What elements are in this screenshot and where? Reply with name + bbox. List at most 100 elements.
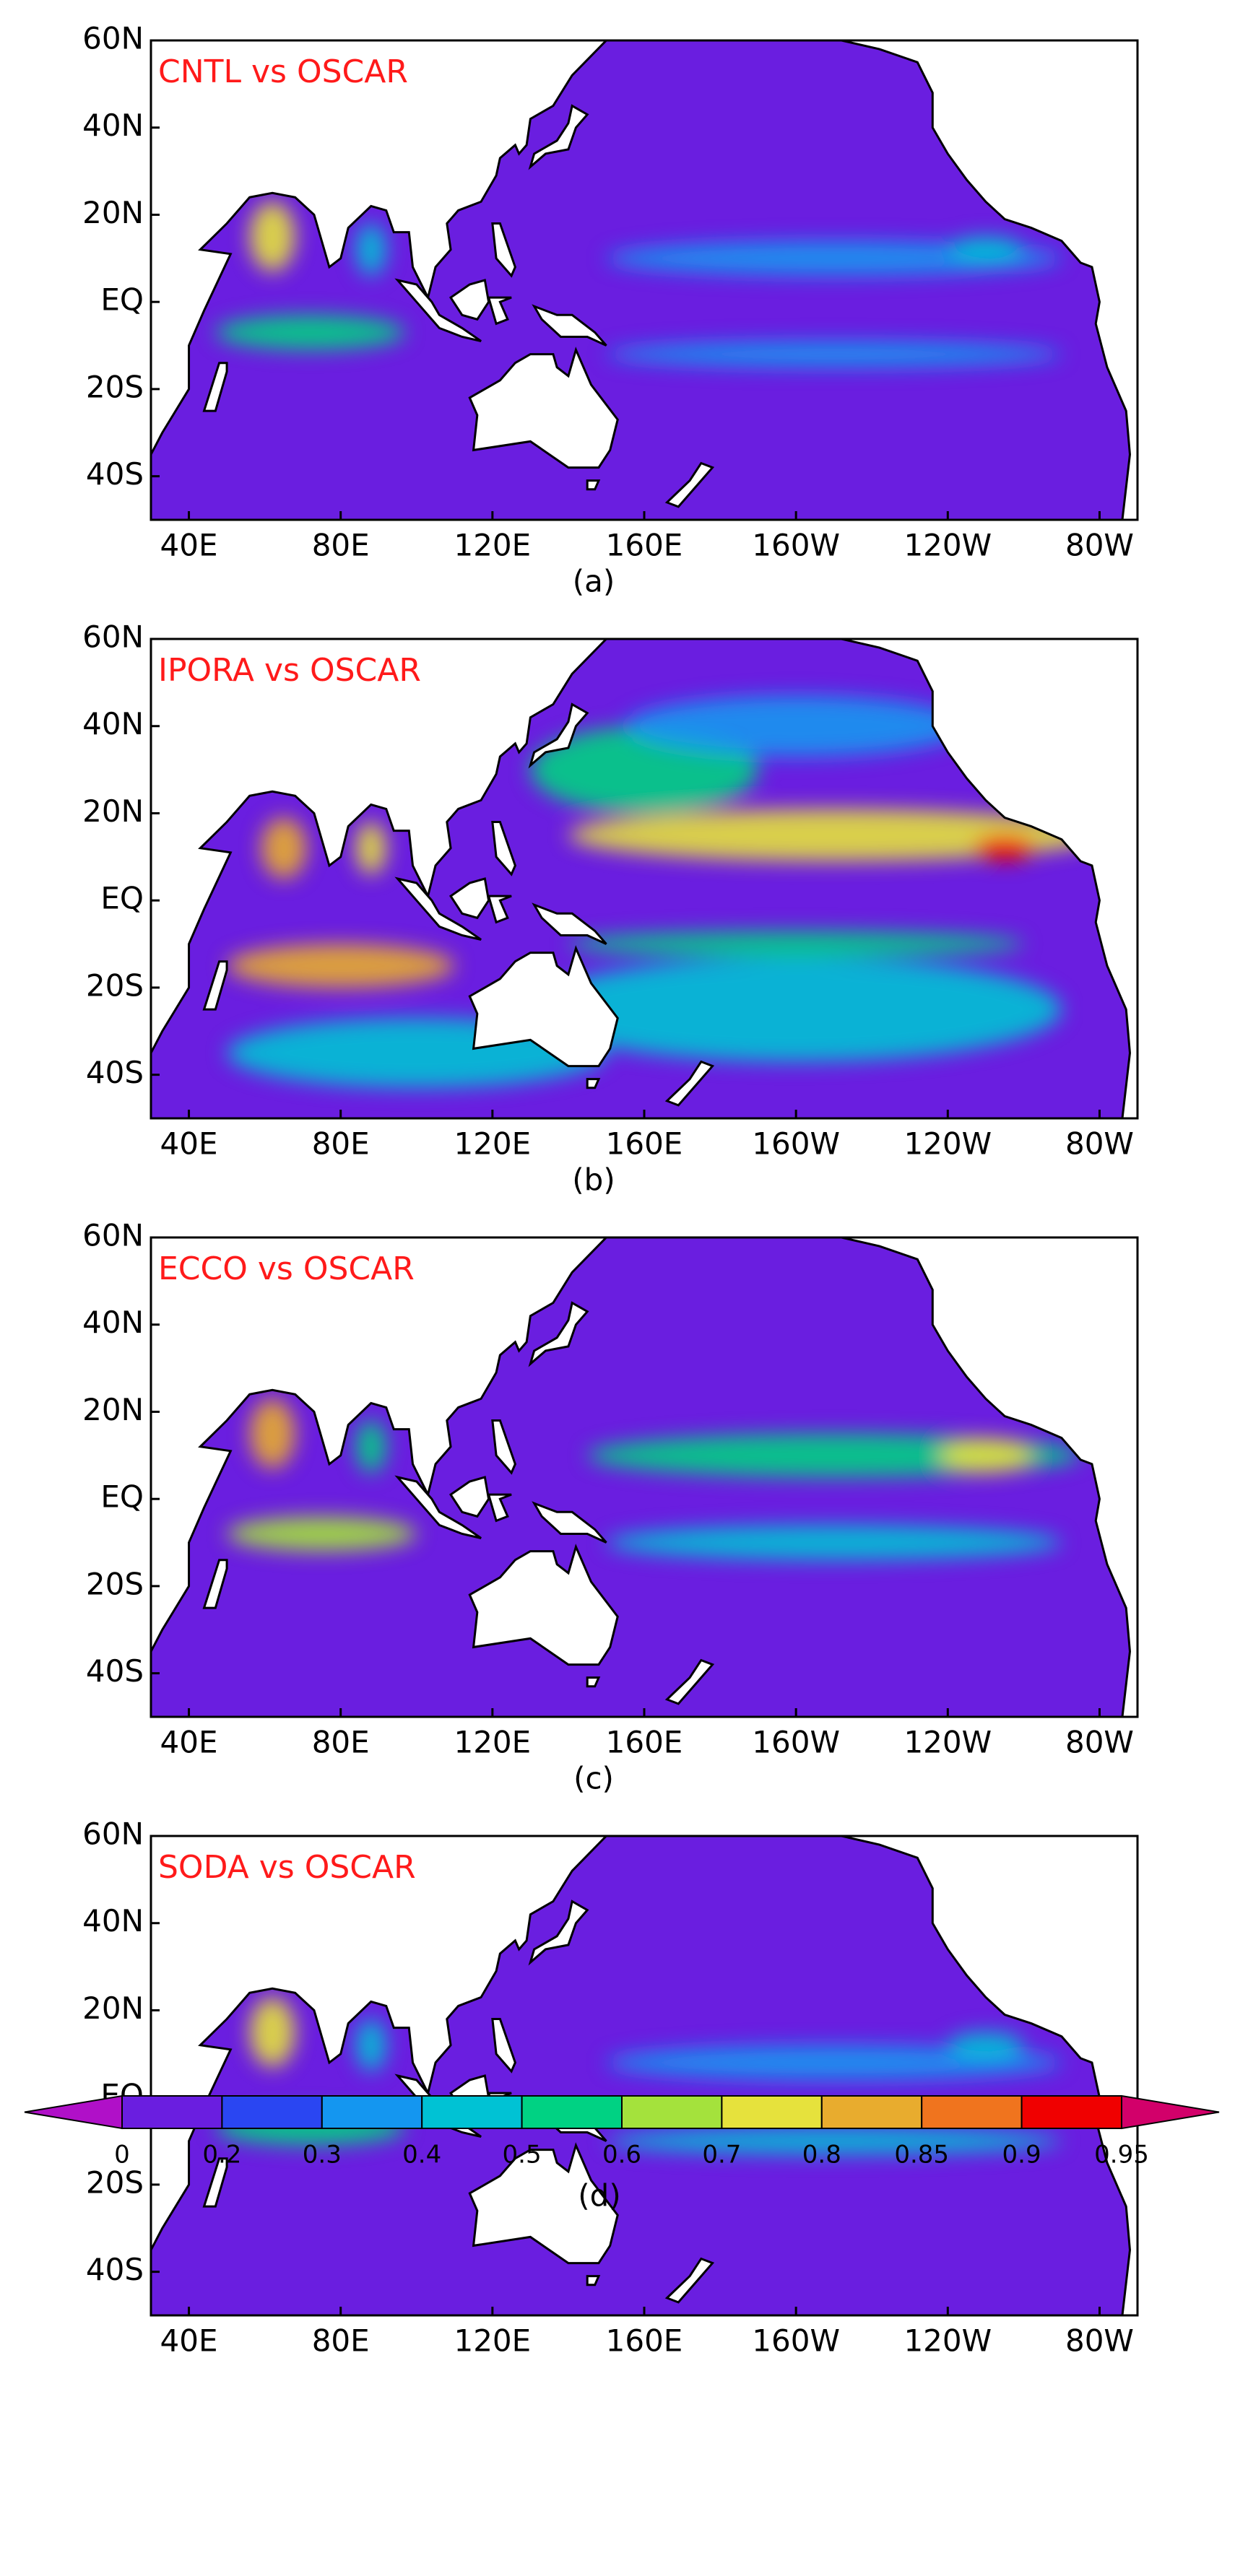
land <box>664 1060 715 1107</box>
field-band <box>606 341 1062 367</box>
field-band <box>940 1437 1031 1473</box>
lat-label: 40S <box>86 456 144 492</box>
map-field <box>151 1237 1138 1717</box>
field-band <box>355 1420 386 1473</box>
field-band <box>249 1997 295 2067</box>
land <box>664 1658 715 1705</box>
colorbar-segment <box>221 2095 323 2129</box>
panel-caption: (c) <box>573 1761 614 1796</box>
lon-label: 40E <box>160 1725 218 1760</box>
lat-label: EQ <box>100 881 144 916</box>
lon-label: 160W <box>752 528 840 563</box>
lon-label: 120E <box>454 1725 531 1760</box>
lat-label: 40N <box>82 1305 144 1340</box>
colorbar-under <box>24 2094 123 2130</box>
land <box>394 1475 482 1539</box>
lon-label: 160E <box>606 528 683 563</box>
lat-label: 60N <box>82 1816 144 1852</box>
field-band <box>227 1516 417 1552</box>
field-band <box>249 1398 295 1468</box>
field-band <box>625 695 967 757</box>
colorbar-segment <box>121 2095 223 2129</box>
land <box>491 2018 516 2074</box>
field-bands <box>227 695 1100 1088</box>
lat-label: 40N <box>82 1903 144 1938</box>
colorbar-label: 0.6 <box>602 2141 641 2170</box>
lat-label: 20S <box>86 1566 144 1601</box>
field-band <box>948 2032 1024 2058</box>
land <box>487 895 512 924</box>
land <box>528 1301 589 1367</box>
lat-label: 20N <box>82 195 144 230</box>
land <box>491 821 516 876</box>
lat-label: 60N <box>82 1218 144 1253</box>
colorbar-label: 0 <box>114 2141 130 2170</box>
map-field <box>151 1836 1138 2315</box>
panel-title: ECCO vs OSCAR <box>158 1250 415 1287</box>
lon-label: 120W <box>904 1725 992 1760</box>
field-band <box>530 957 1062 1062</box>
colorbar-segment <box>1020 2095 1122 2129</box>
land <box>532 304 607 347</box>
colorbar-segment <box>820 2095 923 2129</box>
colorbar-label: 0.5 <box>503 2141 542 2170</box>
land <box>468 945 619 1068</box>
colorbar-label: 0.7 <box>702 2141 741 2170</box>
land <box>202 2157 228 2208</box>
land <box>202 960 228 1011</box>
land <box>586 1676 601 1688</box>
lat-label: 20N <box>82 1990 144 2026</box>
land <box>487 296 512 326</box>
field-band <box>974 835 1036 861</box>
land <box>151 1237 608 1653</box>
map-panel: IPORA vs OSCAR 60N 40N 20N EQ 20S 40S 40E 80E 120… <box>82 619 1139 1198</box>
lon-label: 80E <box>312 1725 370 1760</box>
land <box>448 877 490 920</box>
lat-label: 20N <box>82 1392 144 1427</box>
lon-label: 160W <box>752 2323 840 2359</box>
field-band <box>249 201 295 271</box>
lon-label: 160E <box>606 1725 683 1760</box>
lon-label: 160W <box>752 1126 840 1162</box>
field-band <box>568 809 1100 861</box>
colorbar-label: 0.4 <box>402 2141 441 2170</box>
land <box>586 479 601 491</box>
land <box>468 2142 619 2265</box>
colorbar-over <box>1121 2094 1220 2130</box>
land <box>394 876 482 941</box>
lat-label: 20S <box>86 2164 144 2200</box>
lat-label: 20N <box>82 793 144 829</box>
lon-label: 120W <box>904 528 992 563</box>
map-field <box>151 639 1138 1118</box>
land <box>532 902 607 945</box>
field-bands <box>215 201 1062 367</box>
colorbar-label: 0.3 <box>303 2141 342 2170</box>
land <box>796 639 1138 1118</box>
field-band <box>355 822 386 874</box>
colorbar-label: 0.85 <box>894 2141 949 2170</box>
land <box>468 347 619 469</box>
field-band <box>261 817 307 879</box>
panel-title: CNTL vs OSCAR <box>158 53 408 90</box>
field-band <box>355 2019 386 2071</box>
lat-label: 60N <box>82 619 144 655</box>
lon-label: 80E <box>312 528 370 563</box>
land <box>528 104 589 170</box>
field-band <box>948 236 1024 263</box>
panel-title: IPORA vs OSCAR <box>158 652 421 689</box>
land <box>394 278 482 342</box>
lon-label: 120E <box>454 2323 531 2359</box>
lat-label: 40S <box>86 2252 144 2287</box>
field-band <box>568 931 1024 957</box>
land <box>491 1419 516 1475</box>
colorbar-segment <box>621 2095 723 2129</box>
lon-label: 120E <box>454 1126 531 1162</box>
lat-label: 40N <box>82 706 144 741</box>
map-panel: ECCO vs OSCAR 60N 40N 20N EQ 20S 40S 40E 80E 120E… <box>82 1218 1139 1796</box>
lon-label: 40E <box>160 2323 218 2359</box>
land <box>448 1476 490 1518</box>
land <box>151 639 608 1054</box>
lon-label: 80W <box>1065 2323 1134 2359</box>
land <box>532 1501 607 1544</box>
colorbar-segment <box>721 2095 823 2129</box>
